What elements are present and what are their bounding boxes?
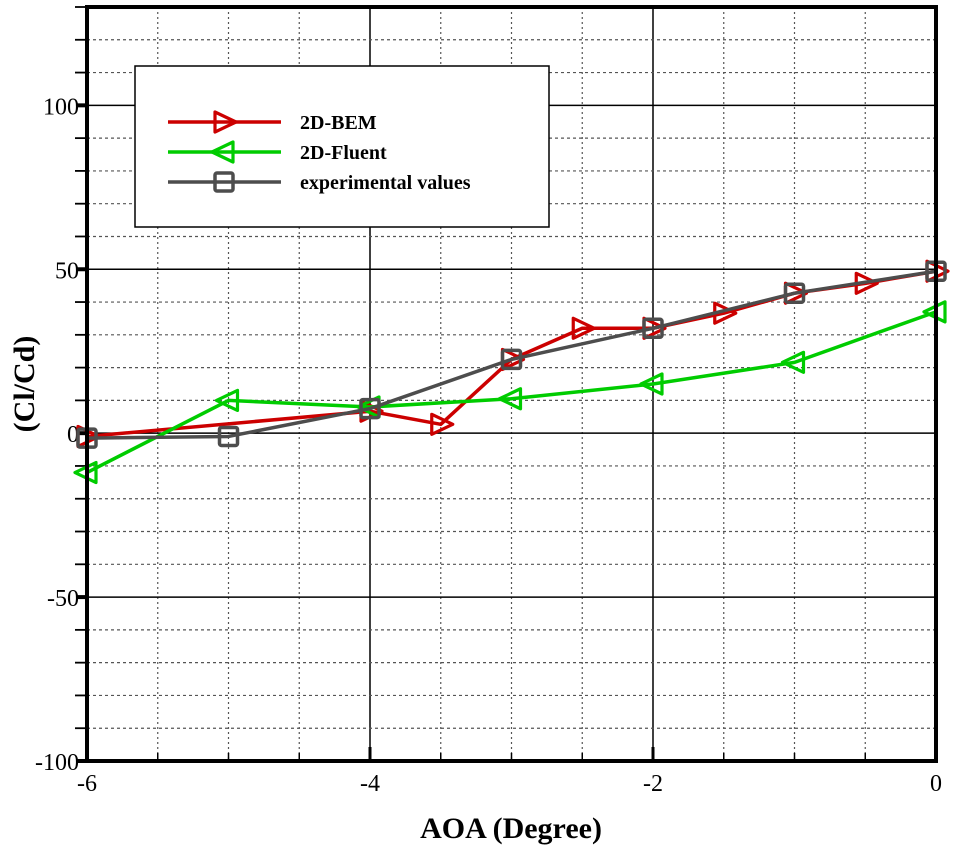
plot-series <box>73 259 950 485</box>
axis-tick-labels: -6 -4 -2 0 -100 -50 0 50 100 <box>35 94 942 797</box>
triangle-left-marker-icon <box>639 372 664 396</box>
series-line <box>86 269 937 440</box>
triangle-right-marker-icon <box>571 316 596 340</box>
y-tick-label: 0 <box>67 422 79 448</box>
x-tick-label: -2 <box>643 771 663 797</box>
square-marker-icon <box>500 348 523 371</box>
triangle-left-marker-icon <box>780 350 806 374</box>
y-axis-title: (Cl/Cd) <box>8 336 41 433</box>
x-tick-label: -6 <box>77 771 97 797</box>
x-axis-title: AOA (Degree) <box>420 812 602 845</box>
y-tick-label: -100 <box>35 750 79 776</box>
legend-label: 2D-BEM <box>300 112 377 134</box>
legend-entry: 2D-BEM <box>168 110 377 134</box>
triangle-right-marker-icon <box>430 412 455 436</box>
square-marker-icon <box>359 397 381 420</box>
legend: 2D-BEM 2D-Fluent experimental values <box>134 65 550 228</box>
square-marker-icon <box>217 425 240 448</box>
series-2d-fluent <box>73 300 947 485</box>
triangle-left-marker-icon <box>210 140 235 164</box>
legend-box <box>134 65 550 228</box>
triangle-right-marker-icon <box>213 110 238 134</box>
triangle-left-marker-icon <box>497 387 523 411</box>
legend-entry: experimental values <box>168 171 471 194</box>
series-line <box>86 310 937 475</box>
plot-frame <box>85 5 938 763</box>
legend-label: experimental values <box>300 172 471 194</box>
x-tick-label: -4 <box>360 771 380 797</box>
y-tick-label: -50 <box>47 586 79 612</box>
series-experimental-values <box>76 260 947 449</box>
triangle-left-marker-icon <box>214 388 240 412</box>
y-tick-label: 100 <box>43 94 79 120</box>
legend-label: 2D-Fluent <box>300 142 387 164</box>
y-tick-label: 50 <box>55 258 79 284</box>
legend-entry: 2D-Fluent <box>168 140 387 164</box>
square-marker-icon <box>783 282 806 304</box>
square-marker-icon <box>213 171 235 193</box>
x-tick-label: 0 <box>930 771 942 797</box>
square-marker-icon <box>642 317 664 340</box>
